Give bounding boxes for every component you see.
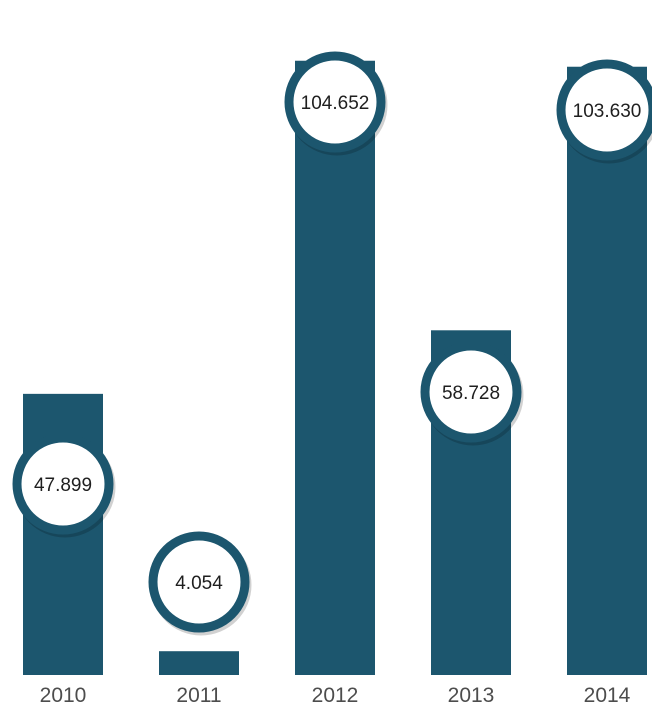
x-tick-2014: 2014 [584,684,631,707]
data-label-2012: 104.652 [301,93,370,114]
bars-layer [23,60,647,676]
bubble-circle [12,433,114,535]
value-bubble-2010: 47.899 [12,433,116,538]
data-label-2014: 103.630 [573,101,642,122]
value-bubble-2013: 58.728 [420,341,524,446]
bubble-circle [284,51,386,153]
x-tick-2012: 2012 [312,684,359,707]
x-tick-2010: 2010 [40,684,87,707]
value-bubble-2011: 4.054 [148,531,252,636]
data-label-2013: 58.728 [442,383,500,404]
x-tick-2013: 2013 [448,684,495,707]
value-bubble-2012: 104.652 [284,51,388,156]
bar-2014 [567,66,647,676]
x-axis-tick-labels: 2010 2011 2012 2013 2014 [40,684,631,707]
value-bubbles-layer: 47.899 4.054 104.652 58.728 103.630 [12,51,652,636]
bubble-circle [148,531,250,633]
data-label-2010: 47.899 [34,475,92,496]
data-label-2011: 4.054 [175,573,223,594]
bar-2012 [295,60,375,675]
bar-2011 [159,651,239,675]
x-tick-2011: 2011 [176,684,221,707]
bubble-circle [420,341,522,443]
bubble-circle [556,59,652,161]
value-bubble-2014: 103.630 [556,59,652,164]
